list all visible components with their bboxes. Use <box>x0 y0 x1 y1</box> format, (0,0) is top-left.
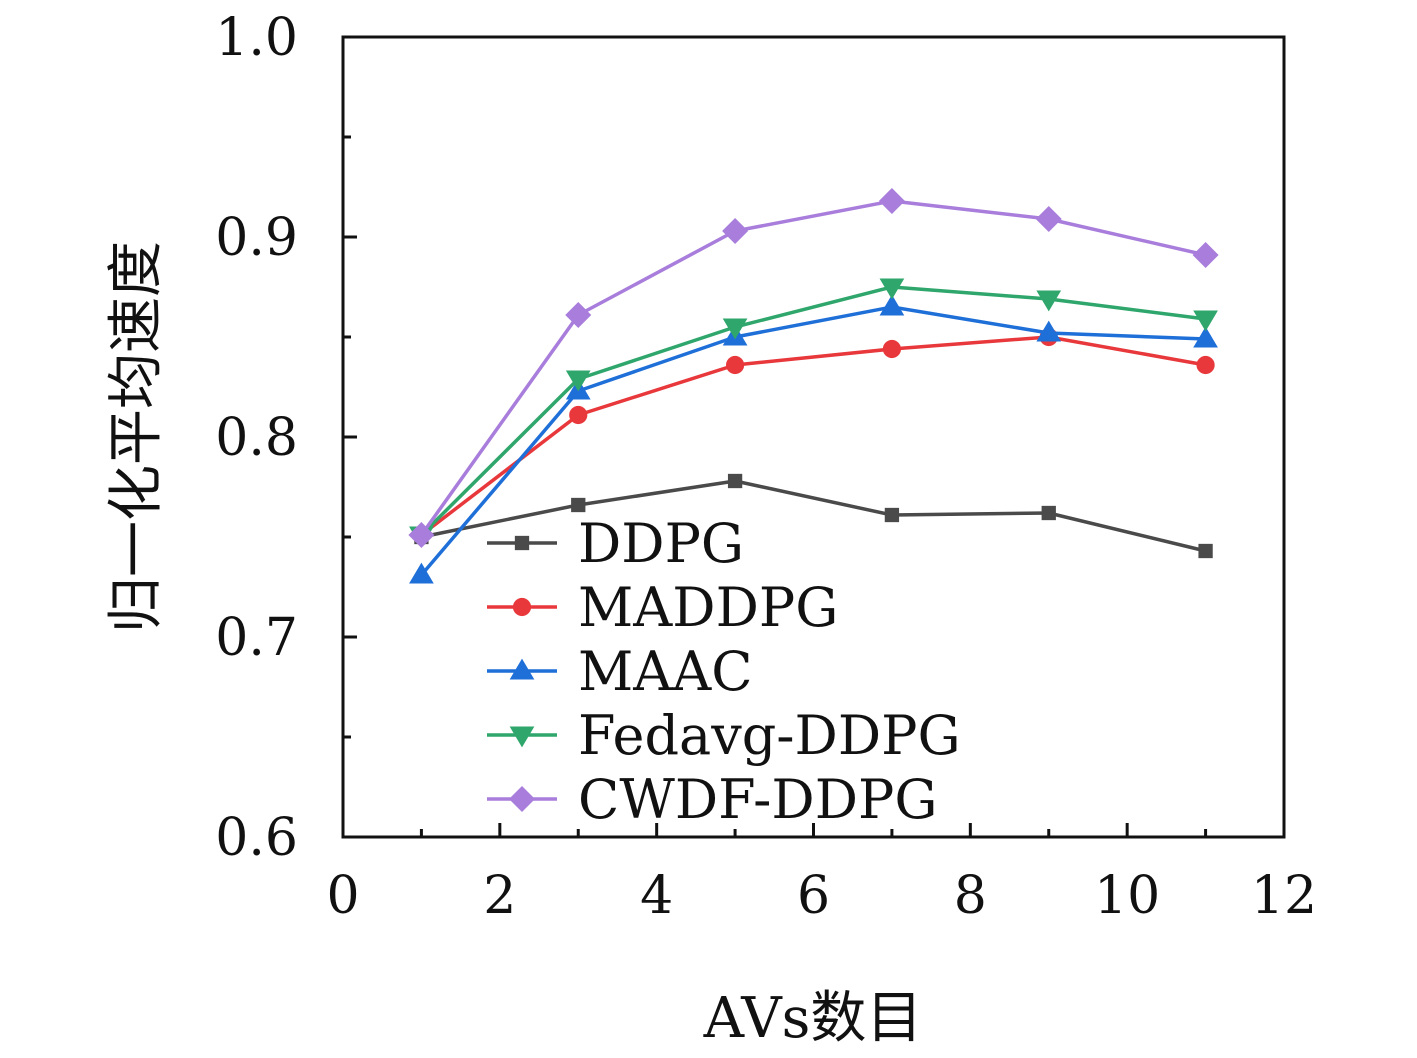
data-point-maac <box>409 562 434 584</box>
data-point-maac <box>879 294 905 316</box>
data-point-ddpg <box>1198 543 1213 559</box>
data-point-maddpg <box>725 355 745 375</box>
data-point-cwdf-ddpg <box>408 522 435 548</box>
data-point-maac <box>1036 320 1062 342</box>
legend-item-ddpg: DDPG <box>487 512 744 575</box>
legend-marker <box>512 597 532 617</box>
series-line-ddpg <box>421 479 1206 553</box>
y-axis-title: 归一化平均速度 <box>104 241 169 633</box>
x-tick-label: 2 <box>483 866 516 926</box>
x-tick-label: 4 <box>640 866 673 926</box>
y-tick-label: 1.0 <box>215 8 298 68</box>
legend-item-maac: MAAC <box>487 640 753 703</box>
x-tick-label: 8 <box>954 866 987 926</box>
plot-frame <box>341 35 1286 839</box>
data-point-maddpg <box>882 339 902 359</box>
legend-item-maddpg: MADDPG <box>487 576 838 639</box>
x-axis-title: AVs数目 <box>703 986 923 1051</box>
data-point-maddpg <box>1196 355 1215 375</box>
legend-marker <box>509 786 535 812</box>
data-point-ddpg <box>571 497 586 513</box>
x-tick-label: 10 <box>1094 866 1160 926</box>
data-point-ddpg <box>884 507 900 523</box>
y-tick-label: 0.7 <box>215 608 298 668</box>
data-point-maddpg <box>569 405 588 425</box>
legend-label: MADDPG <box>578 576 838 639</box>
data-point-cwdf-ddpg <box>722 218 749 244</box>
legend-label: Fedavg-DDPG <box>578 704 961 767</box>
series-group <box>408 188 1219 584</box>
series-maddpg <box>412 327 1215 545</box>
legend-item-fedavg-ddpg: Fedavg-DDPG <box>487 704 961 767</box>
data-point-cwdf-ddpg <box>1192 242 1219 268</box>
series-line-cwdf-ddpg <box>419 199 1206 537</box>
series-cwdf-ddpg <box>408 188 1219 548</box>
legend-label: DDPG <box>578 512 744 575</box>
data-point-fedavg-ddpg <box>565 370 591 392</box>
series-ddpg <box>414 473 1213 559</box>
data-point-fedavg-ddpg <box>1036 290 1062 312</box>
data-point-cwdf-ddpg <box>878 188 905 214</box>
series-maac <box>409 294 1218 584</box>
data-point-ddpg <box>1041 505 1056 521</box>
y-tick-label: 0.8 <box>215 408 298 468</box>
legend-item-cwdf-ddpg: CWDF-DDPG <box>487 768 937 831</box>
series-line-maddpg <box>420 335 1206 537</box>
data-point-fedavg-ddpg <box>1193 310 1218 332</box>
x-tick-label: 12 <box>1251 866 1317 926</box>
y-tick-label: 0.9 <box>215 208 298 268</box>
legend-label: CWDF-DDPG <box>578 768 937 831</box>
data-point-maac <box>1193 326 1218 348</box>
data-point-ddpg <box>727 473 743 489</box>
legend-label: MAAC <box>578 640 753 703</box>
series-fedavg-ddpg <box>409 278 1218 548</box>
data-point-cwdf-ddpg <box>565 302 592 328</box>
series-line-fedavg-ddpg <box>420 285 1206 537</box>
x-tick-label: 0 <box>326 866 359 926</box>
y-tick-label: 0.6 <box>215 808 298 868</box>
data-point-fedavg-ddpg <box>879 278 905 300</box>
legend-marker <box>509 726 535 748</box>
data-point-fedavg-ddpg <box>722 318 748 340</box>
series-line-maac <box>420 305 1206 577</box>
legend-marker <box>509 658 535 680</box>
x-tick-label: 6 <box>797 866 830 926</box>
tick-labels: 0 2 4 6 8 10 12 0.6 0.7 0.8 0.9 1.0 <box>215 8 1317 926</box>
data-point-cwdf-ddpg <box>1035 206 1062 232</box>
legend-marker <box>514 535 530 551</box>
